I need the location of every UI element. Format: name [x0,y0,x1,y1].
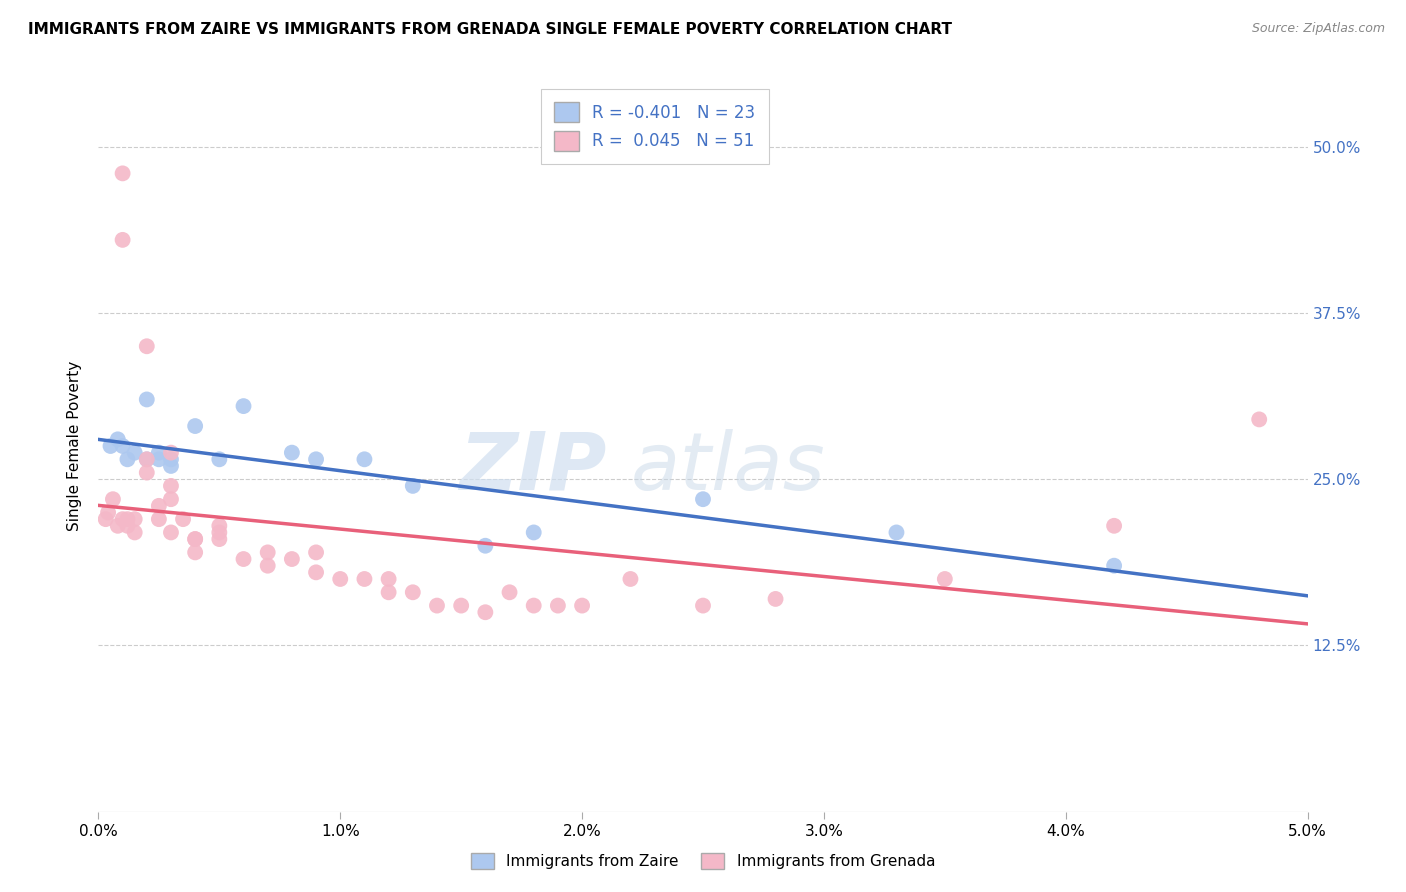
Point [94,512,117,526]
Point [184,419,207,434]
Point [135,339,157,353]
Point [160,452,183,467]
Point [160,492,183,507]
Point [329,572,352,586]
Point [135,466,157,480]
Point [402,479,425,493]
Point [124,525,146,540]
Point [107,518,129,533]
Text: Source: ZipAtlas.com: Source: ZipAtlas.com [1251,22,1385,36]
Point [498,585,520,599]
Text: atlas: atlas [630,429,825,507]
Point [208,518,231,533]
Point [934,572,956,586]
Point [208,532,231,546]
Point [232,552,254,566]
Point [692,599,714,613]
Point [111,512,134,526]
Text: IMMIGRANTS FROM ZAIRE VS IMMIGRANTS FROM GRENADA SINGLE FEMALE POVERTY CORRELATI: IMMIGRANTS FROM ZAIRE VS IMMIGRANTS FROM… [28,22,952,37]
Point [148,512,170,526]
Point [474,605,496,619]
Y-axis label: Single Female Poverty: Single Female Poverty [67,361,83,531]
Point [111,166,134,180]
Point [886,525,908,540]
Point [172,512,194,526]
Point [124,445,146,459]
Point [305,545,328,559]
Point [305,566,328,580]
Point [184,532,207,546]
Point [547,599,569,613]
Point [619,572,641,586]
Point [184,545,207,559]
Point [160,479,183,493]
Point [111,439,134,453]
Point [692,492,714,507]
Point [256,545,278,559]
Point [450,599,472,613]
Point [353,572,375,586]
Point [281,445,304,459]
Point [1249,412,1271,426]
Point [523,599,546,613]
Point [135,452,157,467]
Point [160,458,183,473]
Point [97,506,120,520]
Point [402,585,425,599]
Point [117,452,139,467]
Point [111,233,134,247]
Point [117,518,139,533]
Point [148,445,170,459]
Point [184,532,207,546]
Point [148,452,170,467]
Point [571,599,593,613]
Point [101,492,124,507]
Text: ZIP: ZIP [458,429,606,507]
Point [148,499,170,513]
Legend: R = -0.401   N = 23, R =  0.045   N = 51: R = -0.401 N = 23, R = 0.045 N = 51 [540,88,769,164]
Point [135,452,157,467]
Point [208,525,231,540]
Point [474,539,496,553]
Point [377,585,399,599]
Point [100,439,122,453]
Point [135,392,157,407]
Point [160,445,183,459]
Point [107,433,129,447]
Point [353,452,375,467]
Point [1102,518,1125,533]
Point [377,572,399,586]
Point [117,512,139,526]
Legend: Immigrants from Zaire, Immigrants from Grenada: Immigrants from Zaire, Immigrants from G… [465,847,941,875]
Point [160,525,183,540]
Point [1102,558,1125,573]
Point [523,525,546,540]
Point [232,399,254,413]
Point [281,552,304,566]
Point [426,599,449,613]
Point [208,452,231,467]
Point [124,512,146,526]
Point [256,558,278,573]
Point [305,452,328,467]
Point [765,591,787,606]
